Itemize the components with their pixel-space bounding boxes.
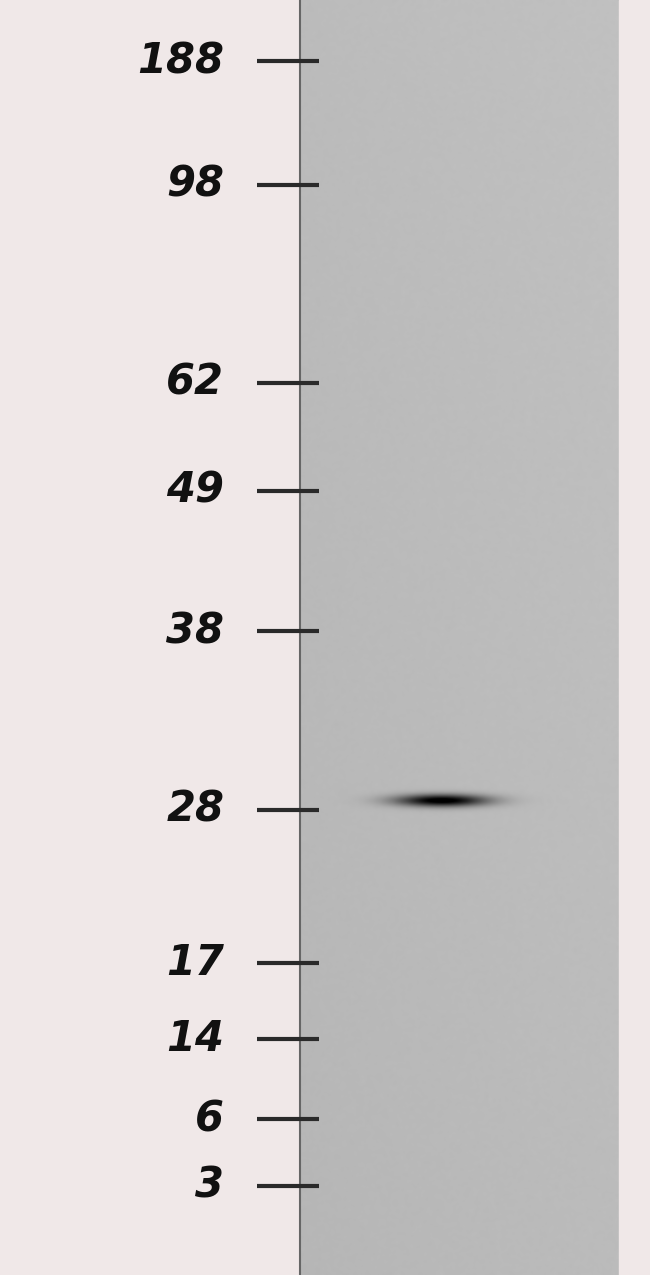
Text: 38: 38 xyxy=(166,611,224,652)
Text: 188: 188 xyxy=(137,41,224,82)
Text: 3: 3 xyxy=(195,1165,224,1206)
Text: 62: 62 xyxy=(166,362,224,403)
Text: 28: 28 xyxy=(166,789,224,830)
Text: 98: 98 xyxy=(166,164,224,205)
Text: 49: 49 xyxy=(166,470,224,511)
Bar xyxy=(619,0,650,1275)
Text: 14: 14 xyxy=(166,1019,224,1060)
Text: 6: 6 xyxy=(195,1099,224,1140)
Text: 17: 17 xyxy=(166,942,224,983)
